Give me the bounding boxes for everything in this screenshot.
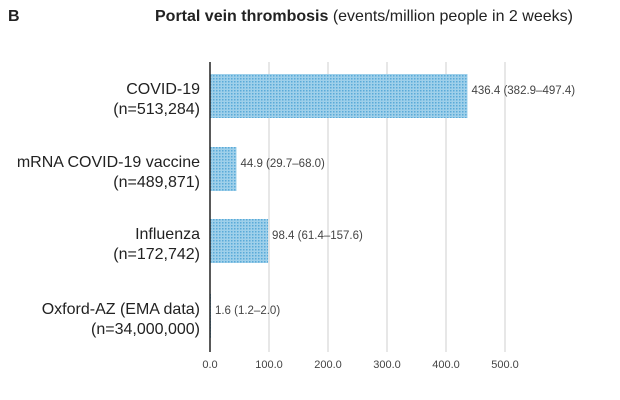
x-tick-label-0: 0.0: [202, 359, 217, 371]
chart-title: Portal vein thrombosis (events/million p…: [155, 8, 573, 26]
data-label-3: 1.6 (1.2–2.0): [215, 305, 280, 317]
x-tick-label-4: 400.0: [432, 359, 460, 371]
bars: [210, 74, 468, 338]
bar-0: [210, 74, 468, 118]
category-label-3: Oxford-AZ (EMA data): [42, 301, 200, 318]
category-n-1: (n=489,871): [113, 174, 200, 191]
x-tick-label-5: 500.0: [491, 359, 519, 371]
panel-letter: B: [8, 8, 20, 25]
x-tick-label-1: 100.0: [255, 359, 283, 371]
bar-1: [210, 147, 237, 191]
labels: COVID-19 (n=513,284) 436.4 (382.9–497.4) mR…: [17, 81, 575, 338]
category-n-3: (n=34,000,000): [91, 321, 200, 338]
x-tick-label-2: 200.0: [314, 359, 342, 371]
data-label-0: 436.4 (382.9–497.4): [471, 85, 575, 97]
category-n-0: (n=513,284): [113, 101, 200, 118]
category-label-2: Influenza: [135, 226, 200, 243]
data-label-2: 98.4 (61.4–157.6): [272, 230, 363, 242]
category-label-0: COVID-19: [126, 81, 200, 98]
chart-subtitle: (events/million people in 2 weeks): [332, 8, 573, 25]
category-label-1: mRNA COVID-19 vaccine: [17, 154, 200, 171]
x-tick-label-3: 300.0: [373, 359, 401, 371]
chart-title-main: Portal vein thrombosis: [155, 8, 329, 25]
x-axis-ticks: 0.0 100.0 200.0 300.0 400.0 500.0: [202, 359, 518, 371]
data-label-1: 44.9 (29.7–68.0): [240, 158, 325, 170]
category-n-2: (n=172,742): [113, 246, 200, 263]
bar-2: [210, 219, 269, 263]
